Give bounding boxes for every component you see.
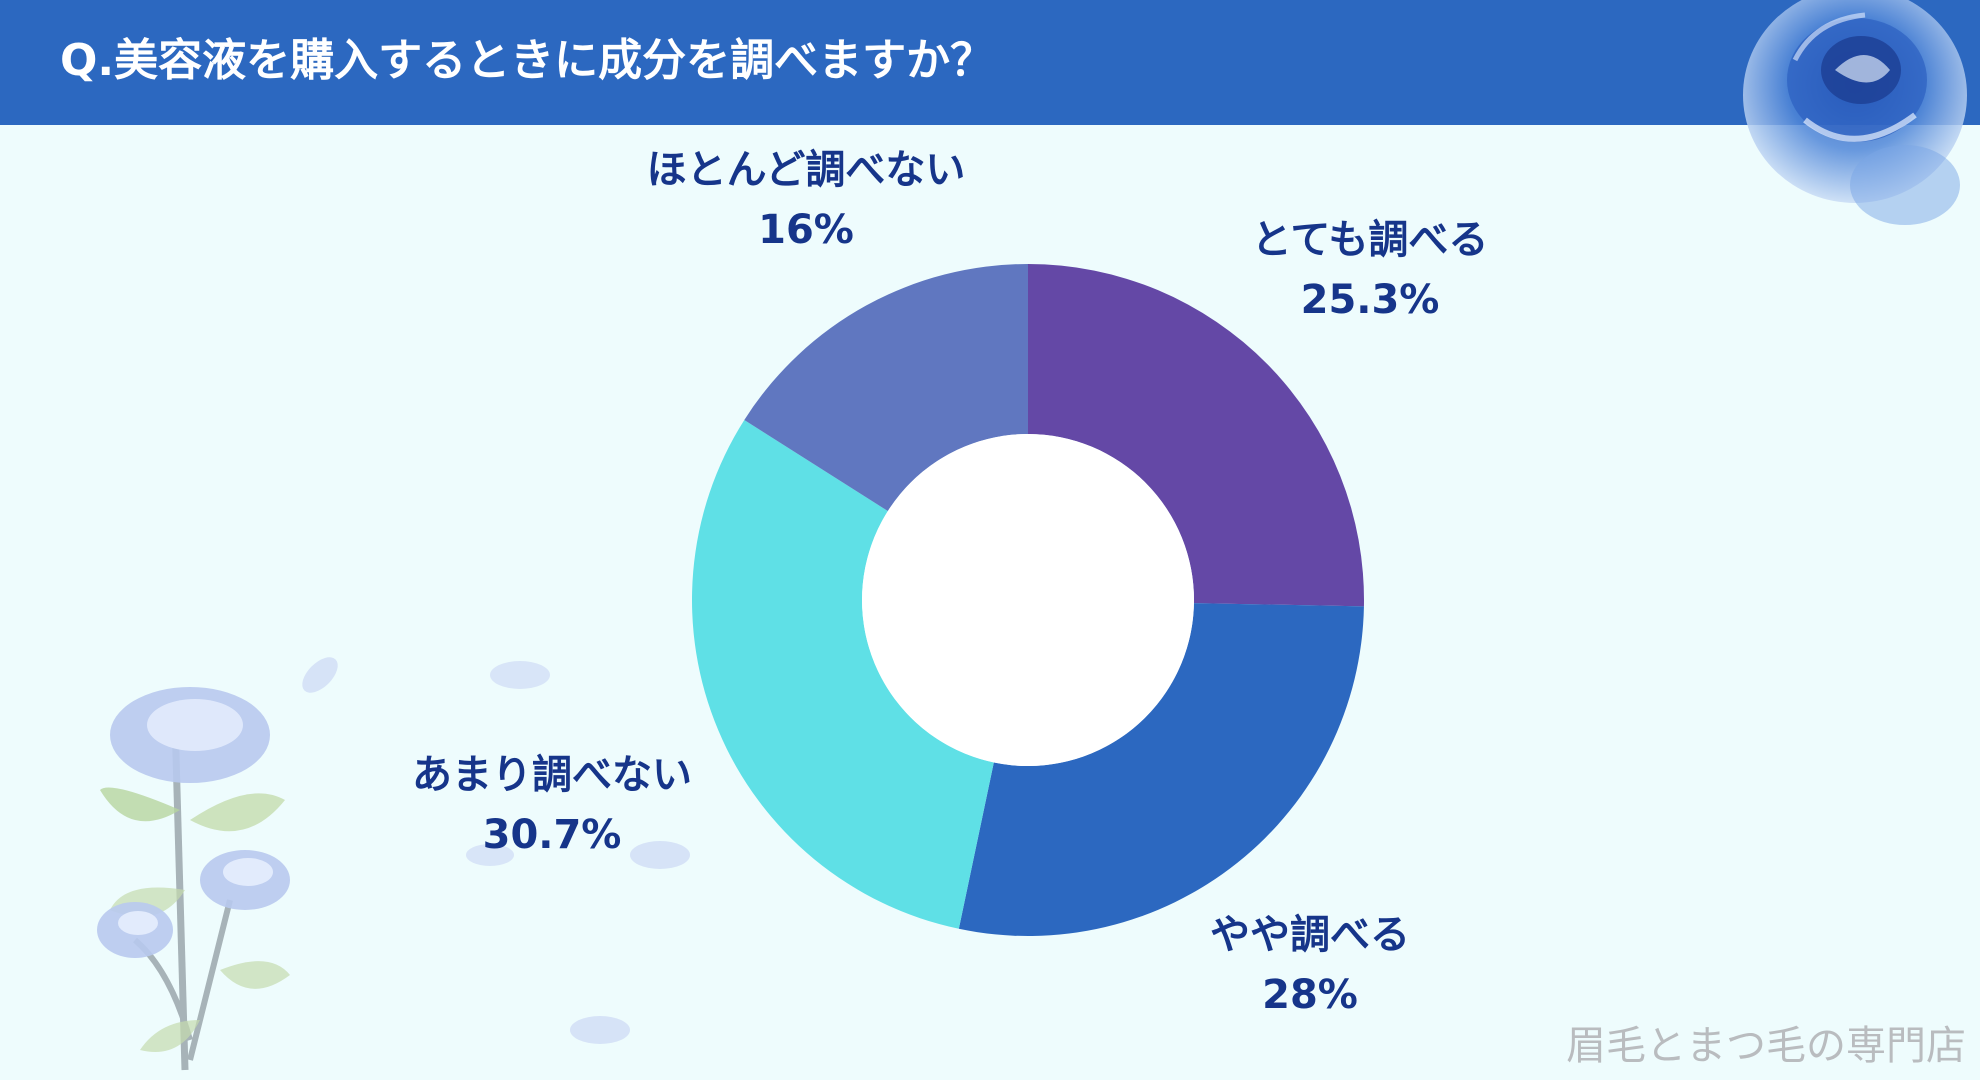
- slice-label-1: とても調べる 25.3%: [1252, 210, 1489, 330]
- donut-slice-1: [1028, 264, 1364, 607]
- donut-slice-4: [744, 264, 1028, 512]
- petal-decoration: [570, 1016, 630, 1044]
- slice-value-label: 28%: [1262, 972, 1358, 1018]
- slice-category-label: ほとんど調べない: [646, 147, 966, 193]
- slice-value-label: 16%: [758, 207, 854, 253]
- rose-decoration-top-right: [1743, 0, 1967, 225]
- slice-category-label: とても調べる: [1251, 217, 1489, 263]
- slice-category-label: あまり調べない: [412, 752, 692, 798]
- slice-value-label: 30.7%: [482, 812, 622, 858]
- header-bar: Q.美容液を購入するときに成分を調べますか？: [0, 0, 1980, 125]
- slice-label-3: あまり調べない 30.7%: [412, 745, 692, 865]
- donut-slice-2: [958, 603, 1364, 936]
- watermark-text: 眉毛とまつ毛の専門店: [1566, 1023, 1966, 1069]
- slice-category-label: やや調べる: [1210, 912, 1410, 958]
- donut-hole: [862, 434, 1194, 766]
- page-title: Q.美容液を購入するときに成分を調べますか？: [60, 35, 995, 86]
- rose-decoration-bottom-left: [97, 657, 550, 1071]
- slice-label-4: ほとんど調べない 16%: [647, 140, 966, 260]
- petal-decoration: [630, 841, 690, 869]
- slice-value-label: 25.3%: [1300, 277, 1440, 323]
- donut-slice-3: [692, 419, 994, 929]
- slice-label-2: やや調べる 28%: [1210, 905, 1410, 1025]
